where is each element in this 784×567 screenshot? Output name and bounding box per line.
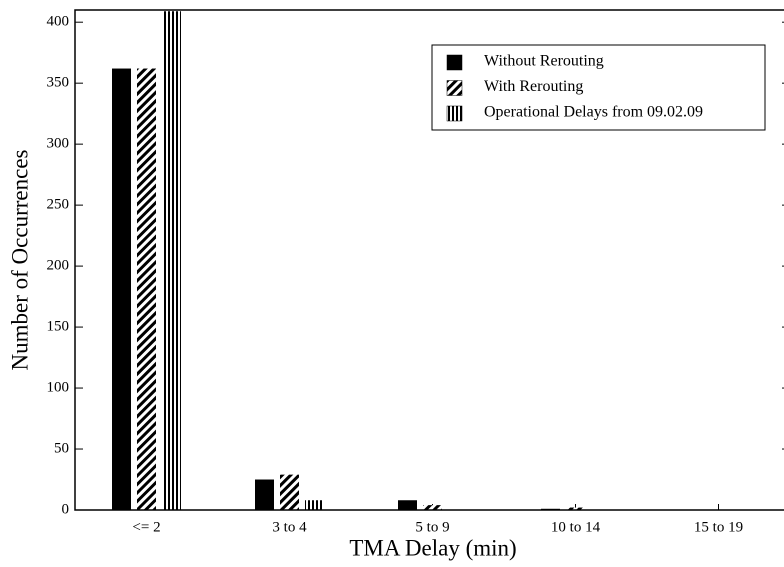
legend-label: Without Rerouting: [484, 53, 604, 70]
y-tick-label: 400: [47, 14, 70, 30]
y-tick-label: 100: [47, 379, 70, 395]
legend-label: With Rerouting: [484, 78, 583, 95]
y-axis-title: Number of Occurrences: [7, 149, 32, 370]
y-tick-label: 200: [47, 258, 70, 274]
bar: [255, 479, 274, 510]
x-tick-label: 5 to 9: [415, 519, 449, 535]
legend-box: [431, 44, 766, 131]
bar: [162, 11, 181, 510]
bar: [137, 68, 156, 510]
y-tick-label: 350: [47, 75, 70, 91]
plot-frame: [74, 9, 784, 511]
bar: [423, 505, 442, 510]
y-tick-label: 300: [47, 136, 70, 152]
bar: [112, 68, 131, 510]
legend-swatch: [446, 54, 463, 71]
x-tick-label: <= 2: [132, 519, 160, 535]
legend-label: Operational Delays from 09.02.09: [484, 104, 703, 121]
legend-swatch: [446, 80, 463, 96]
x-tick-label: 10 to 14: [551, 519, 601, 535]
y-tick-label: 150: [47, 319, 70, 335]
y-tick-label: 250: [47, 197, 70, 213]
y-tick-label: 0: [62, 501, 70, 517]
x-tick-label: 15 to 19: [694, 519, 743, 535]
y-tick-label: 50: [54, 440, 69, 456]
x-axis-title: TMA Delay (min): [349, 535, 516, 560]
bar: [305, 500, 324, 510]
legend-swatch: [446, 105, 463, 122]
bar: [280, 474, 299, 510]
bar: [398, 500, 417, 510]
x-tick-label: 3 to 4: [272, 519, 307, 535]
bar: [566, 507, 585, 510]
